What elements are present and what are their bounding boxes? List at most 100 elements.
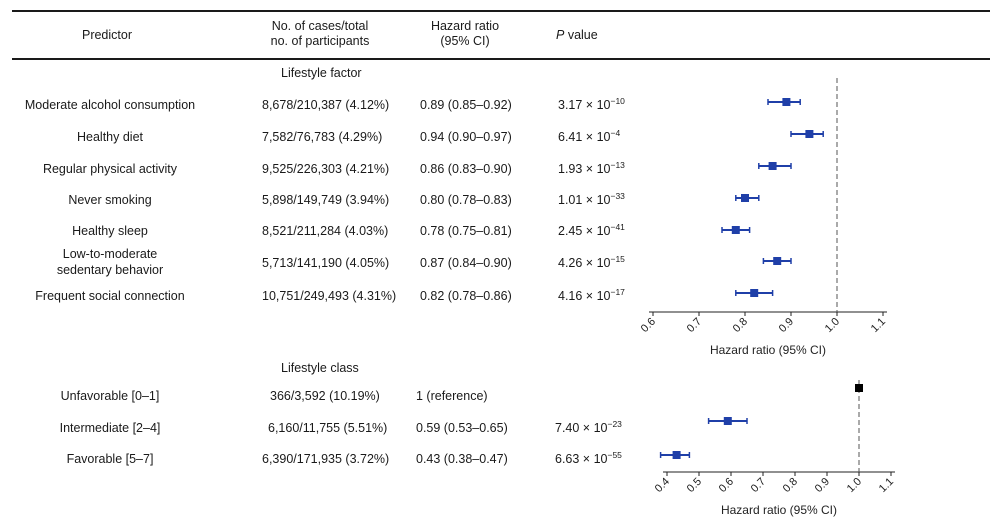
row-hr: 0.94 (0.90–0.97): [420, 130, 512, 144]
x-axis-label: Hazard ratio (95% CI): [721, 503, 837, 517]
forest-point: [790, 130, 824, 138]
p-exponent: −23: [607, 419, 622, 429]
x-tick-label: 1.0: [823, 316, 842, 335]
hr-marker: [773, 257, 782, 265]
row-cases: 5,713/141,190 (4.05%): [262, 256, 390, 270]
row-hr: 1 (reference): [416, 389, 488, 403]
x-tick-label: 1.1: [877, 476, 896, 495]
row-predictor: Healthy sleep: [72, 224, 148, 238]
forest-point: [721, 226, 751, 234]
row-predictor-line2: sedentary behavior: [56, 263, 164, 277]
x-tick-label: 0.9: [777, 316, 796, 335]
row-predictor: Never smoking: [68, 193, 152, 207]
header-p-rest: value: [564, 28, 598, 42]
hr-marker: [731, 226, 740, 234]
row-cases: 6,390/171,935 (3.72%): [262, 452, 390, 466]
top-rule: [12, 10, 990, 12]
row-p-value: 4.26 × 10−15: [558, 254, 625, 270]
x-tick-label: 0.9: [813, 476, 832, 495]
header-predictor: Predictor: [81, 28, 133, 42]
p-exponent: −15: [610, 254, 625, 264]
p-mantissa: 6.41 × 10: [558, 130, 611, 144]
forest-plot-lifestyle-factor: 0.6 0.7 0.8 0.9 1.0 1.1 Hazard ratio (95% CI): [639, 78, 888, 357]
p-mantissa: 7.40 × 10: [555, 421, 608, 435]
p-exponent: −13: [610, 160, 625, 170]
row-p-value: 4.16 × 10−17: [558, 287, 625, 303]
x-tick-label: 0.7: [749, 476, 768, 495]
x-tick-label: 0.5: [685, 476, 704, 495]
row-p-value: 7.40 × 10−23: [555, 419, 622, 435]
p-exponent: −33: [610, 191, 625, 201]
row-predictor: Regular physical activity: [42, 162, 178, 176]
row-p-value: 6.63 × 10−55: [555, 450, 622, 466]
row-hr: 0.87 (0.84–0.90): [420, 256, 512, 270]
header-hazard-ratio: Hazard ratio (95% CI): [410, 19, 520, 49]
hr-marker: [672, 451, 681, 459]
p-exponent: −41: [610, 222, 625, 232]
row-cases: 366/3,592 (10.19%): [270, 389, 380, 403]
section-lifestyle-class: Lifestyle class: [281, 361, 359, 375]
row-predictor-line1: Low-to-moderate: [62, 247, 158, 261]
hr-marker: [805, 130, 814, 138]
forest-point: [758, 162, 792, 170]
hr-marker: [723, 417, 732, 425]
header-cases-line1: No. of cases/total: [271, 19, 369, 33]
row-predictor: Moderate alcohol consumption: [24, 98, 196, 112]
forest-point: [762, 257, 792, 265]
x-tick-label: 0.7: [685, 316, 704, 335]
row-cases: 8,521/211,284 (4.03%): [262, 224, 389, 238]
row-cases: 6,160/11,755 (5.51%): [268, 421, 388, 435]
header-hr-line1: Hazard ratio: [430, 19, 500, 33]
header-cases: No. of cases/total no. of participants: [240, 19, 400, 49]
p-mantissa: 1.01 × 10: [558, 193, 611, 207]
row-hr: 0.86 (0.83–0.90): [420, 162, 512, 176]
row-predictor: Favorable [5–7]: [66, 452, 154, 466]
forest-point: [855, 384, 863, 392]
x-tick-label: 0.4: [653, 476, 672, 495]
header-hr-line2: (95% CI): [440, 34, 490, 48]
row-predictor: Low-to-moderate sedentary behavior: [0, 246, 220, 278]
x-tick-label: 0.8: [731, 316, 750, 335]
hr-marker: [782, 98, 791, 106]
hr-marker: [855, 384, 863, 392]
forest-point: [735, 194, 760, 202]
x-tick-label: 0.6: [717, 476, 736, 495]
row-hr: 0.82 (0.78–0.86): [420, 289, 512, 303]
row-predictor: Frequent social connection: [35, 289, 185, 303]
row-hr: 0.89 (0.85–0.92): [420, 98, 512, 112]
section-lifestyle-factor: Lifestyle factor: [281, 66, 362, 80]
forest-point: [707, 417, 748, 425]
row-cases: 9,525/226,303 (4.21%): [262, 162, 390, 176]
forest-point: [767, 98, 801, 106]
forest-point: [659, 451, 691, 459]
p-mantissa: 3.17 × 10: [558, 98, 611, 112]
row-cases: 8,678/210,387 (4.12%): [262, 98, 390, 112]
row-p-value: 6.41 × 10−4: [558, 128, 621, 144]
row-p-value: 3.17 × 10−10: [558, 97, 625, 112]
p-mantissa: 4.26 × 10: [558, 256, 611, 270]
p-mantissa: 1.93 × 10: [558, 162, 611, 176]
forest-point: [735, 289, 774, 297]
row-hr: 0.43 (0.38–0.47): [416, 452, 508, 466]
row-hr: 0.78 (0.75–0.81): [420, 224, 512, 238]
row-cases: 7,582/76,783 (4.29%): [262, 130, 383, 144]
row-predictor: Unfavorable [0–1]: [60, 389, 160, 403]
row-p-value: 2.45 × 10−41: [558, 222, 625, 238]
hr-marker: [750, 289, 759, 297]
row-p-value: 1.93 × 10−13: [558, 160, 625, 176]
row-hr: 0.59 (0.53–0.65): [416, 421, 508, 435]
hr-marker: [768, 162, 777, 170]
p-exponent: −55: [607, 450, 622, 460]
row-predictor: Intermediate [2–4]: [59, 421, 161, 435]
p-exponent: −17: [610, 287, 625, 297]
header-p-italic: P: [556, 28, 565, 42]
p-exponent: −4: [610, 128, 621, 138]
p-mantissa: 2.45 × 10: [558, 224, 611, 238]
x-tick-label: 1.1: [869, 316, 888, 335]
x-tick-label: 1.0: [845, 476, 864, 495]
row-cases: 10,751/249,493 (4.31%): [262, 289, 397, 303]
row-cases: 5,898/149,749 (3.94%): [262, 193, 390, 207]
row-predictor: Healthy diet: [76, 130, 143, 144]
p-mantissa: 4.16 × 10: [558, 289, 611, 303]
row-p-value: 1.01 × 10−33: [558, 191, 625, 207]
